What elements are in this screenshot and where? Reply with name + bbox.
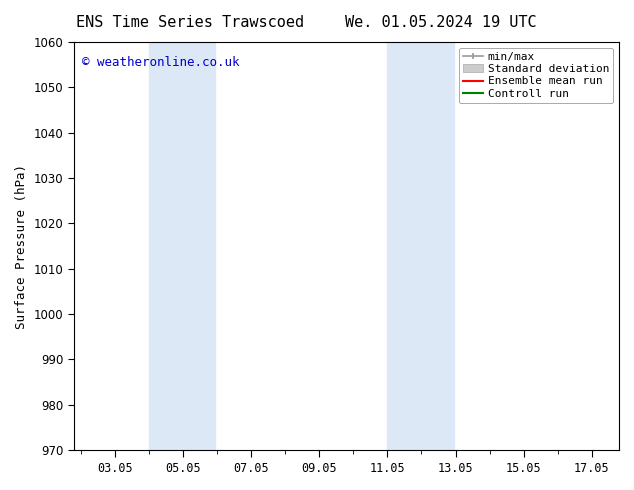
Text: © weatheronline.co.uk: © weatheronline.co.uk <box>82 56 240 70</box>
Text: ENS Time Series Trawscoed: ENS Time Series Trawscoed <box>76 15 304 30</box>
Text: We. 01.05.2024 19 UTC: We. 01.05.2024 19 UTC <box>345 15 536 30</box>
Legend: min/max, Standard deviation, Ensemble mean run, Controll run: min/max, Standard deviation, Ensemble me… <box>458 48 614 103</box>
Bar <box>149 42 216 450</box>
Bar <box>387 42 454 450</box>
Y-axis label: Surface Pressure (hPa): Surface Pressure (hPa) <box>15 164 28 329</box>
